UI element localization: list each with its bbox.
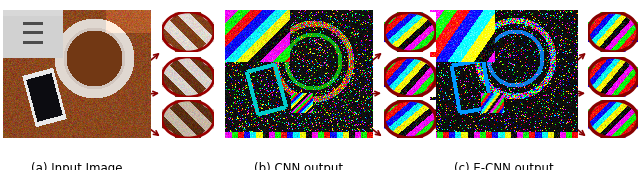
Text: (a) Input Image: (a) Input Image <box>31 162 123 170</box>
Text: (b) CNN output: (b) CNN output <box>255 162 344 170</box>
Text: (c) E-CNN output: (c) E-CNN output <box>454 162 554 170</box>
